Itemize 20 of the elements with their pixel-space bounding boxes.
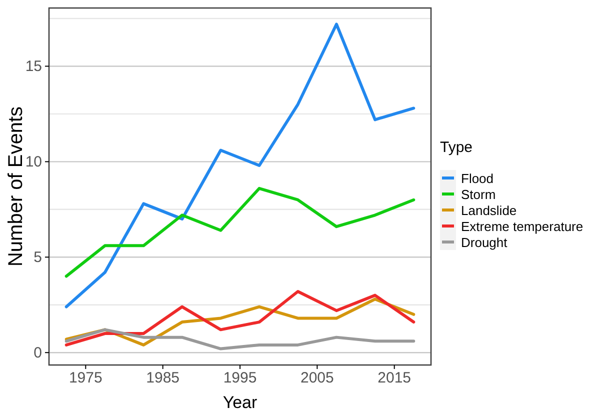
x-tick-label: 2005 [300,370,334,387]
legend-label: Drought [461,235,508,250]
y-tick-label: 10 [25,153,42,170]
legend-label: Extreme temperature [461,219,584,234]
legend-label: Flood [461,171,494,186]
legend-label: Storm [461,187,496,202]
x-tick-label: 1985 [146,370,180,387]
line-series [64,22,416,308]
y-tick-label: 5 [34,248,42,266]
x-tick-label: 1995 [223,370,257,387]
legend-title: Type [440,139,473,156]
x-axis-title: Year [222,393,258,412]
y-tick-label: 15 [25,58,42,76]
legend-label: Landslide [461,203,517,218]
line-series [64,328,416,350]
y-tick-label: 0 [34,344,42,362]
line-series [64,186,416,278]
y-axis-title: Number of Events [5,106,27,267]
x-tick-label: 2015 [378,370,412,387]
x-tick-label: 1975 [68,370,102,387]
